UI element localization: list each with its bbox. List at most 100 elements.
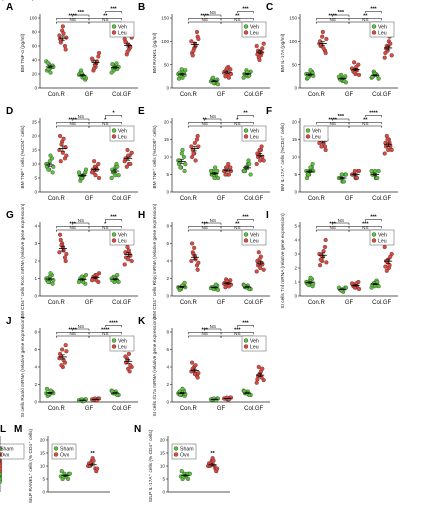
y-tick-label: 10: [32, 162, 38, 167]
significance-label: ****: [109, 321, 118, 327]
data-point: [50, 170, 55, 175]
data-point: [257, 147, 262, 153]
data-point: [109, 175, 114, 181]
data-point: [321, 46, 326, 51]
data-point: [123, 354, 128, 359]
legend-swatch: [53, 452, 59, 457]
significance-label: ***: [370, 215, 377, 221]
data-point: [57, 250, 62, 255]
data-point: [226, 75, 232, 80]
panel-c: C 0 50 100 150 BM IL-17A (pg/ml) Con.R GF Col.GF…: [266, 2, 398, 98]
data-point: [58, 159, 63, 164]
data-point: [48, 70, 53, 75]
data-point: [46, 279, 51, 285]
category-label: Col.GF: [372, 300, 391, 306]
significance-label: NS: [329, 17, 335, 22]
data-point: [93, 173, 98, 178]
category-label: Col.GF: [112, 196, 131, 202]
data-point: [215, 466, 220, 471]
data-point: [115, 164, 120, 169]
data-point: [195, 375, 200, 380]
y-tick-label: 8: [34, 330, 37, 335]
data-point: [383, 264, 388, 269]
panel-label: A: [6, 2, 13, 13]
data-point: [384, 268, 389, 273]
y-tick-label: 0: [166, 86, 169, 91]
data-point: [126, 366, 131, 371]
legend-label: Leu: [118, 30, 127, 36]
legend-label: Veh: [250, 24, 259, 30]
legend-swatch: [173, 452, 179, 457]
data-point: [59, 363, 64, 368]
panel-label: L: [0, 424, 6, 435]
data-point: [228, 168, 234, 174]
data-point: [189, 360, 195, 365]
y-tick-label: 3: [34, 241, 37, 246]
data-point: [57, 147, 62, 153]
panel-k: K 0 2 4 6 8 SI cells Il17a mRNA (relative gene…: [138, 316, 270, 416]
y-tick-label: 2: [34, 382, 37, 387]
legend-swatch: [111, 24, 117, 29]
panel-label: J: [6, 316, 12, 327]
data-point: [92, 159, 97, 164]
legend-swatch: [111, 344, 117, 349]
data-point: [254, 380, 259, 385]
data-point: [323, 237, 328, 243]
y-axis-label: BM TNF⁺ cells (%CD8⁺ cells): [152, 125, 158, 188]
legend-swatch: [371, 232, 377, 237]
legend-label: Veh: [312, 128, 321, 134]
data-point: [228, 165, 233, 170]
legend-label: Leu: [250, 238, 259, 244]
panel-n: N 0 5 10 15 20 SILP IL-17A⁺ cells (% CD4⁺ cell…: [134, 424, 230, 502]
data-point: [92, 62, 97, 67]
data-point: [324, 36, 329, 42]
significance-label: NS: [102, 331, 108, 336]
data-point: [254, 269, 259, 274]
legend-swatch: [371, 24, 377, 29]
panel-f: F 0 5 10 15 20 BM IL-17A⁺ cells (%CD4⁺ cells) C…: [266, 106, 398, 202]
y-tick-label: 4: [166, 365, 169, 370]
data-point: [195, 133, 200, 139]
data-point: [76, 279, 82, 285]
data-point: [386, 147, 391, 153]
y-tick-label: 10: [164, 155, 170, 160]
y-tick-label: 0: [34, 190, 37, 195]
y-tick-label: 2: [166, 382, 169, 387]
data-point: [356, 72, 362, 78]
legend-swatch: [111, 338, 117, 343]
significance-label: NS: [234, 331, 240, 336]
data-point: [189, 39, 194, 44]
data-point: [305, 75, 310, 80]
y-tick-label: 0: [166, 190, 169, 195]
data-point: [308, 275, 313, 280]
data-point: [180, 386, 185, 391]
significance-label: ****: [200, 14, 209, 20]
data-point: [58, 354, 63, 359]
data-point: [247, 161, 252, 167]
data-point: [382, 55, 387, 60]
legend-label: Leu: [118, 344, 127, 350]
legend-label: Veh: [378, 232, 387, 238]
legend-label: Leu: [250, 30, 259, 36]
data-point: [319, 144, 324, 149]
data-point: [221, 281, 227, 286]
panel-i: I 0 1 2 3 4 5 SI cells Tnf mRNA (relative gene …: [266, 210, 398, 309]
category-label: Con.R: [48, 300, 66, 306]
y-tick-label: 25: [32, 120, 38, 125]
data-point: [62, 255, 68, 260]
data-point: [382, 151, 387, 156]
data-point: [122, 262, 127, 267]
significance-label: ***: [202, 222, 209, 228]
y-tick-label: 150: [161, 16, 169, 21]
data-point: [248, 172, 253, 177]
data-point: [180, 147, 185, 153]
legend-label: Sham: [180, 446, 194, 452]
y-tick-label: 2: [294, 266, 297, 271]
significance-label: NS: [78, 114, 84, 119]
data-point: [44, 386, 50, 391]
y-tick-label: 20: [32, 72, 38, 77]
data-point: [383, 50, 388, 56]
data-point: [192, 140, 197, 146]
legend-label: Ovx: [60, 452, 70, 458]
